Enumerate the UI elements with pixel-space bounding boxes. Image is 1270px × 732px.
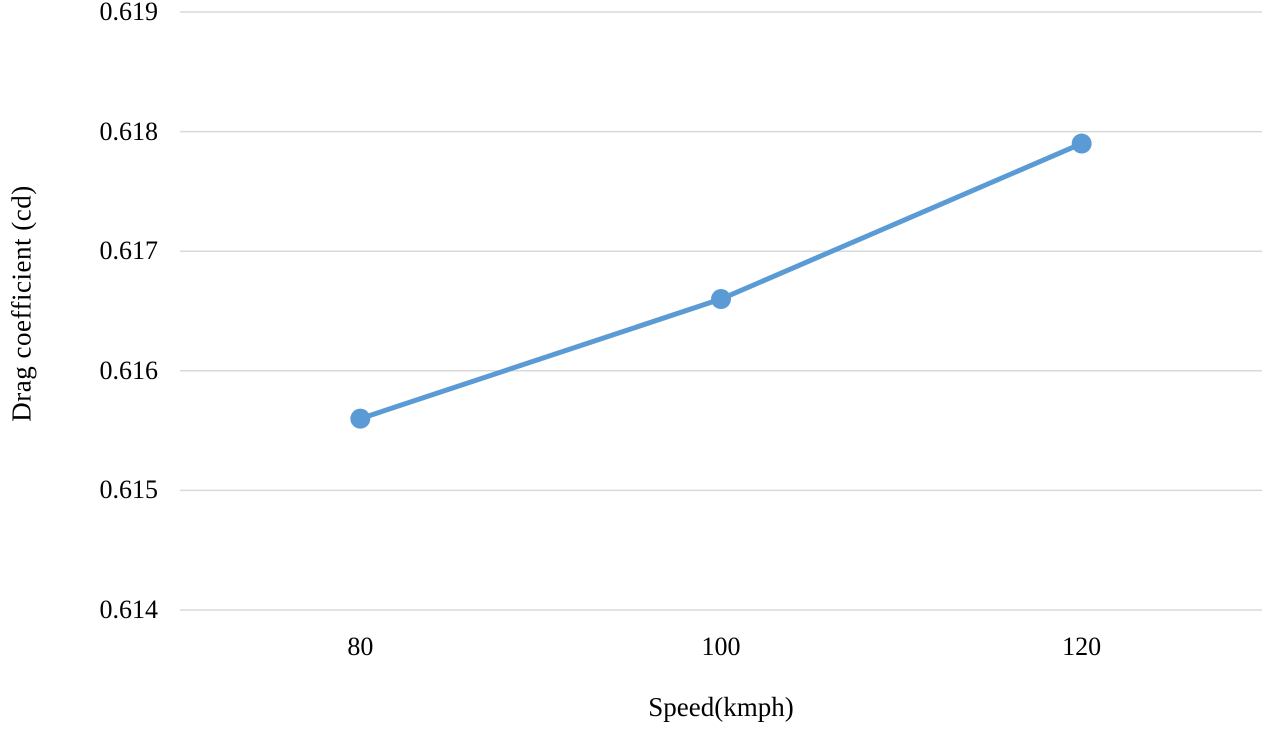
- x-tick-label: 120: [1062, 632, 1102, 661]
- x-tick-label: 100: [701, 632, 741, 661]
- y-tick-label: 0.615: [99, 475, 159, 505]
- y-tick-label: 0.617: [99, 236, 159, 266]
- data-point-marker: [711, 289, 731, 310]
- y-tick-label: 0.614: [99, 595, 159, 624]
- y-tick-label: 0.619: [99, 0, 159, 26]
- y-axis-title: Drag coefficient (cd): [6, 185, 37, 422]
- y-tick-label: 0.618: [99, 116, 159, 146]
- x-tick-label: 80: [347, 632, 374, 661]
- line-series: [357, 141, 1085, 422]
- data-point-marker: [350, 408, 371, 429]
- data-point-marker: [1071, 133, 1092, 154]
- y-tick-label: 0.616: [99, 355, 159, 385]
- x-axis-title: Speed(kmph): [648, 692, 794, 722]
